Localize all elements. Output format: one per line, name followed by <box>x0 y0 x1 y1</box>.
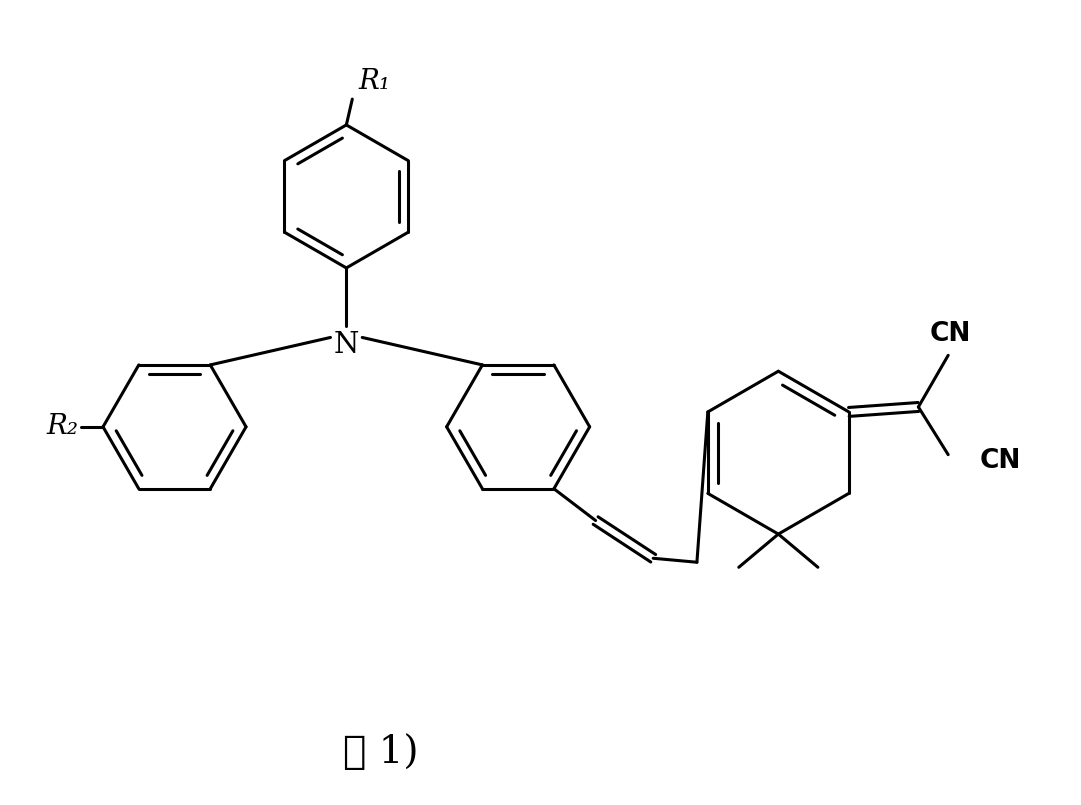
Text: 式 1): 式 1) <box>344 734 419 771</box>
Text: R₁: R₁ <box>358 68 390 95</box>
Text: CN: CN <box>980 448 1022 473</box>
Text: CN: CN <box>930 321 971 348</box>
Text: N: N <box>334 332 359 359</box>
Text: R₂: R₂ <box>46 413 78 440</box>
